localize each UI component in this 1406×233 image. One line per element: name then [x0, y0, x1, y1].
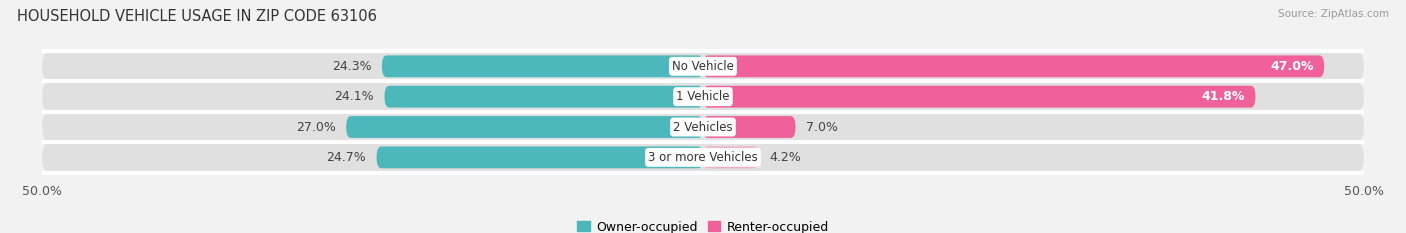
FancyBboxPatch shape [42, 52, 1364, 81]
FancyBboxPatch shape [382, 55, 703, 77]
Text: HOUSEHOLD VEHICLE USAGE IN ZIP CODE 63106: HOUSEHOLD VEHICLE USAGE IN ZIP CODE 6310… [17, 9, 377, 24]
FancyBboxPatch shape [42, 143, 1364, 172]
Text: 1 Vehicle: 1 Vehicle [676, 90, 730, 103]
FancyBboxPatch shape [377, 146, 703, 168]
Text: 27.0%: 27.0% [295, 120, 336, 134]
Text: 3 or more Vehicles: 3 or more Vehicles [648, 151, 758, 164]
FancyBboxPatch shape [384, 86, 703, 108]
FancyBboxPatch shape [703, 55, 1324, 77]
FancyBboxPatch shape [703, 86, 1256, 108]
FancyBboxPatch shape [346, 116, 703, 138]
FancyBboxPatch shape [703, 146, 758, 168]
Text: 2 Vehicles: 2 Vehicles [673, 120, 733, 134]
Text: 24.3%: 24.3% [332, 60, 371, 73]
Text: 47.0%: 47.0% [1270, 60, 1313, 73]
Text: 7.0%: 7.0% [806, 120, 838, 134]
Legend: Owner-occupied, Renter-occupied: Owner-occupied, Renter-occupied [572, 216, 834, 233]
Text: 4.2%: 4.2% [769, 151, 801, 164]
FancyBboxPatch shape [703, 116, 796, 138]
Text: No Vehicle: No Vehicle [672, 60, 734, 73]
Text: 24.1%: 24.1% [335, 90, 374, 103]
FancyBboxPatch shape [42, 113, 1364, 141]
Text: 24.7%: 24.7% [326, 151, 366, 164]
FancyBboxPatch shape [42, 82, 1364, 111]
Text: Source: ZipAtlas.com: Source: ZipAtlas.com [1278, 9, 1389, 19]
Text: 41.8%: 41.8% [1202, 90, 1244, 103]
